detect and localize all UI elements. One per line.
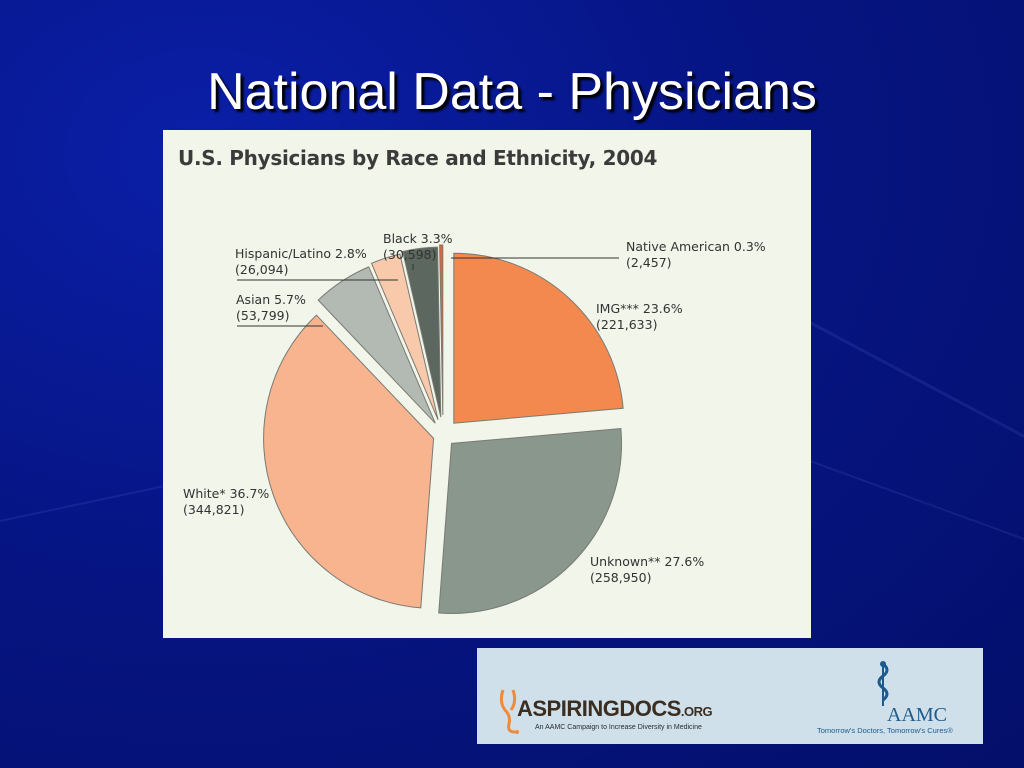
slice-label: White* 36.7%: [183, 486, 269, 501]
pie-slice-black: [402, 246, 442, 418]
slice-count-label: (53,799): [236, 308, 290, 323]
chart-title: U.S. Physicians by Race and Ethnicity, 2…: [178, 146, 658, 170]
pie-slice-white: [263, 314, 435, 609]
slice-count-label: (258,950): [590, 570, 651, 585]
org-word: .ORG: [680, 704, 713, 719]
slice-label: Unknown** 27.6%: [590, 554, 704, 569]
pie-chart: IMG*** 23.6%(221,633) Unknown** 27.6%(258…: [183, 231, 766, 614]
slice-count-label: (2,457): [626, 255, 672, 270]
slice-count-label: (30,598): [383, 247, 437, 262]
aamc-logo-text: AAMC: [887, 704, 948, 726]
slice-count-label: (26,094): [235, 262, 289, 277]
pie-slice-hispaniclatino: [370, 253, 439, 420]
slice-label: Black 3.3%: [383, 231, 453, 246]
stethoscope-icon: [499, 689, 519, 734]
logo-panel: ASPIRINGDOCS.ORG An AAMC Campaign to Inc…: [477, 648, 983, 744]
slice-label: Asian 5.7%: [236, 292, 306, 307]
slice-count-label: (221,633): [596, 317, 657, 332]
aspiring-word: ASPIRING: [517, 696, 620, 721]
aspiringdocs-subtitle: An AAMC Campaign to Increase Diversity i…: [535, 724, 702, 731]
pie-slice-img: [453, 252, 624, 424]
aspiringdocs-logo-text: ASPIRINGDOCS.ORG: [517, 696, 713, 722]
slice-label: Native American 0.3%: [626, 239, 766, 254]
aamc-tagline: Tomorrow's Doctors, Tomorrow's Cures®: [817, 726, 953, 735]
slide-title: National Data - Physicians: [207, 63, 817, 121]
slice-label: IMG*** 23.6%: [596, 301, 683, 316]
docs-word: DOCS: [619, 696, 681, 721]
pie-slice-nativeamerican: [439, 244, 444, 416]
caduceus-icon: [877, 661, 889, 706]
slice-label: Hispanic/Latino 2.8%: [235, 246, 367, 261]
slice-count-label: (344,821): [183, 502, 244, 517]
pie-slice-asian: [317, 266, 436, 424]
chart-panel: IMG*** 23.6% (221,633) Unknown** 27.6% (258…: [163, 130, 811, 638]
pie-slice-unknown: [438, 427, 622, 614]
